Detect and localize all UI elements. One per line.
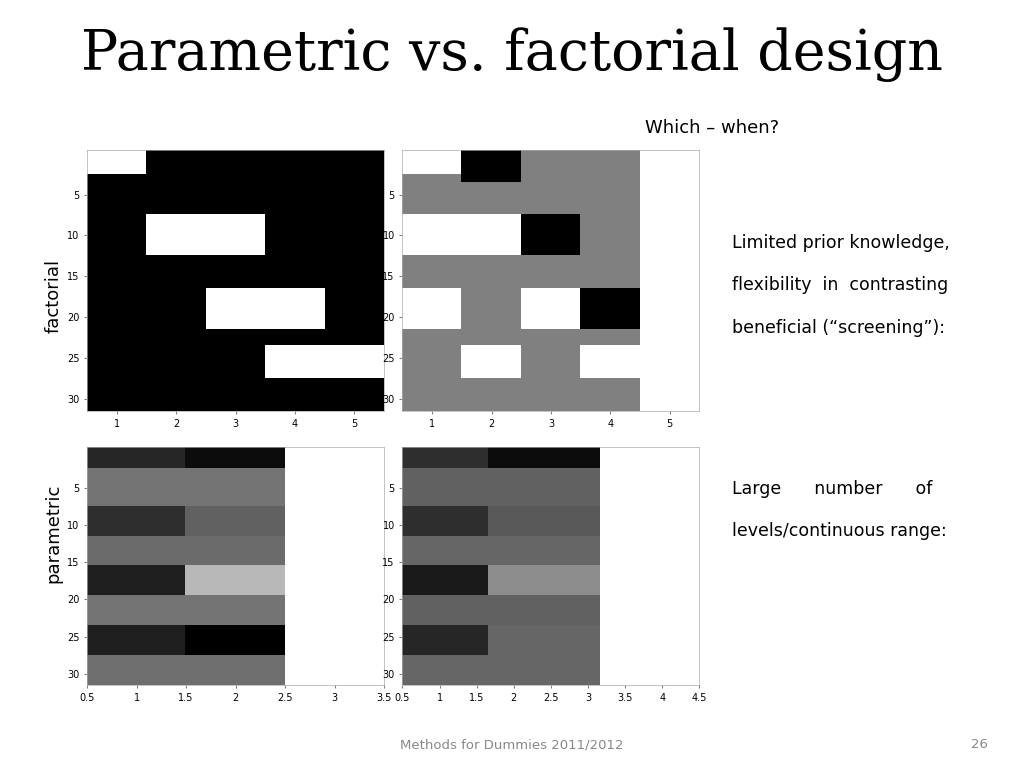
Text: beneficial (“screening”):: beneficial (“screening”): [732,319,945,336]
Text: parametric: parametric [44,484,62,584]
Text: Limited prior knowledge,: Limited prior knowledge, [732,234,950,252]
Text: Methods for Dummies 2011/2012: Methods for Dummies 2011/2012 [400,738,624,751]
Text: Large      number      of: Large number of [732,480,933,498]
Text: flexibility  in  contrasting: flexibility in contrasting [732,276,948,294]
Text: Which – when?: Which – when? [645,119,778,137]
Text: levels/continuous range:: levels/continuous range: [732,522,947,540]
Text: Parametric vs. factorial design: Parametric vs. factorial design [81,27,943,81]
Text: 26: 26 [972,738,988,751]
Text: factorial: factorial [44,259,62,333]
